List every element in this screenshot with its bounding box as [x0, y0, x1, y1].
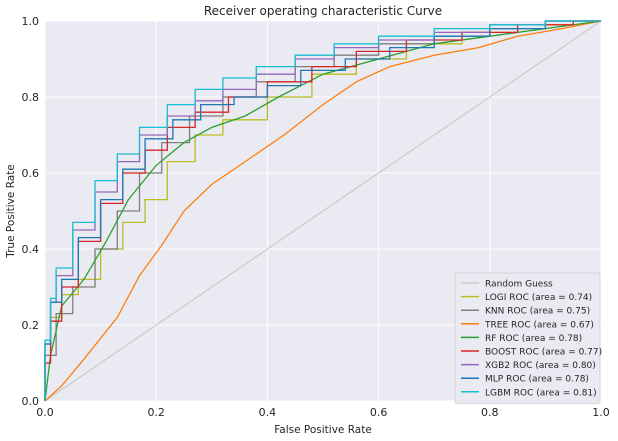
series-lines [44, 20, 602, 402]
legend-entry: RF ROC (area = 0.78) [485, 334, 582, 344]
series-line-mlp [44, 20, 601, 401]
y-tick-label: 0.4 [22, 243, 40, 256]
x-tick-label: 1.0 [592, 406, 610, 419]
series-line-tree [44, 20, 602, 402]
x-axis-label: False Positive Rate [274, 424, 372, 436]
legend-box [454, 272, 601, 404]
legend-entry: LOGI ROC (area = 0.74) [485, 293, 592, 303]
legend-entry: MLP ROC (area = 0.78) [485, 375, 589, 385]
y-tick-labels: 0.0 0.2 0.4 0.6 0.8 1.0 [22, 15, 40, 408]
y-tick-label: 0.8 [22, 91, 40, 104]
x-tick-label: 0.6 [370, 406, 388, 419]
x-tick-labels: 0.0 0.2 0.4 0.6 0.8 1.0 [36, 406, 610, 419]
x-tick-label: 0.8 [481, 406, 499, 419]
series-line-rf [44, 20, 602, 402]
y-tick-label: 0.2 [22, 319, 40, 332]
y-tick-label: 1.0 [22, 15, 40, 28]
y-axis-label: True Positive Rate [5, 164, 17, 259]
legend-entry: XGB2 ROC (area = 0.80) [485, 361, 596, 371]
legend: Random Guess LOGI ROC (area = 0.74) KNN RO… [454, 272, 602, 404]
y-tick-label: 0.0 [22, 395, 40, 408]
chart-title: Receiver operating characteristic Curve [204, 4, 442, 18]
legend-entry: LGBM ROC (area = 0.81) [485, 388, 597, 398]
x-tick-label: 0.2 [147, 406, 165, 419]
series-line-random [44, 20, 602, 402]
legend-entry: BOOST ROC (area = 0.77) [485, 348, 602, 358]
legend-entry: TREE ROC (area = 0.67) [484, 320, 594, 330]
x-tick-label: 0.0 [36, 406, 54, 419]
legend-entry: Random Guess [485, 280, 553, 290]
x-tick-label: 0.4 [259, 406, 277, 419]
y-tick-label: 0.6 [22, 167, 40, 180]
series-line-lgbm [44, 20, 601, 401]
legend-entry: KNN ROC (area = 0.75) [485, 307, 590, 317]
